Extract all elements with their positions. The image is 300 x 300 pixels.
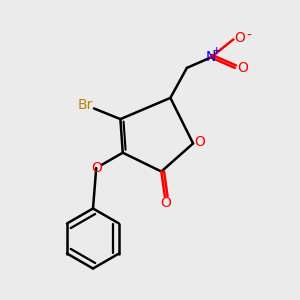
Text: Br: Br: [78, 98, 93, 112]
Text: O: O: [194, 135, 205, 149]
Text: O: O: [235, 31, 245, 45]
Text: +: +: [212, 46, 221, 56]
Text: O: O: [160, 196, 171, 210]
Text: O: O: [91, 161, 102, 175]
Text: O: O: [237, 61, 248, 75]
Text: N: N: [206, 50, 216, 64]
Text: -: -: [247, 29, 251, 43]
